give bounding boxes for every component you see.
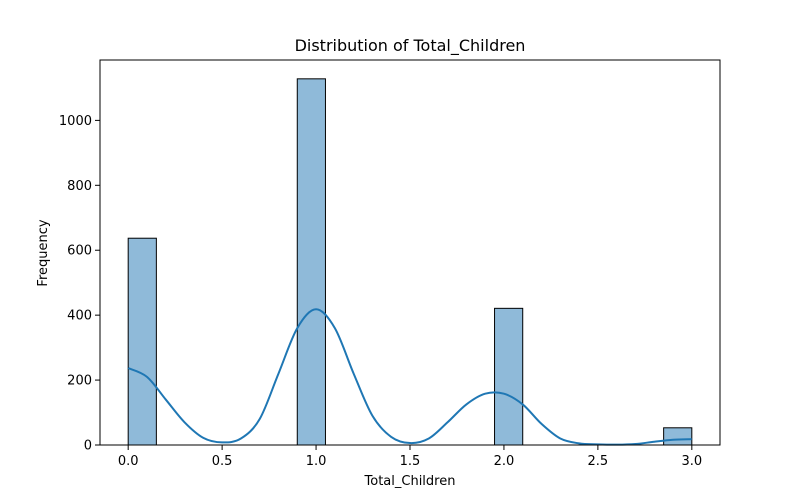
x-tick-label: 2.0 [494, 454, 515, 469]
y-axis-label: Frequency [36, 219, 51, 286]
chart-title: Distribution of Total_Children [295, 36, 526, 56]
y-tick-label: 600 [67, 244, 92, 259]
plot-frame [99, 59, 721, 446]
y-tick-label: 200 [67, 374, 92, 389]
x-tick-label: 3.0 [681, 454, 702, 469]
y-tick-label: 1000 [59, 114, 92, 129]
histogram-bar [127, 237, 157, 446]
x-tick-label: 0.5 [212, 454, 233, 469]
y-tick-label: 800 [67, 179, 92, 194]
bars-group [127, 78, 693, 446]
kde-line [127, 308, 692, 446]
histogram-bar [296, 78, 326, 446]
histogram-bar [494, 307, 524, 446]
kde-group [127, 308, 692, 446]
x-axis-label: Total_Children [364, 474, 456, 489]
ticks-group: 0.0 0.5 1.0 1.5 2.0 2.5 3.0 0 200 400 600 800 1000 [59, 114, 702, 469]
y-tick-label: 400 [67, 309, 92, 324]
x-tick-label: 1.0 [306, 454, 327, 469]
y-tick-label: 0 [84, 439, 92, 454]
x-tick-label: 0.0 [118, 454, 139, 469]
histogram-bar [663, 427, 693, 446]
x-tick-label: 1.5 [400, 454, 421, 469]
x-tick-label: 2.5 [588, 454, 609, 469]
